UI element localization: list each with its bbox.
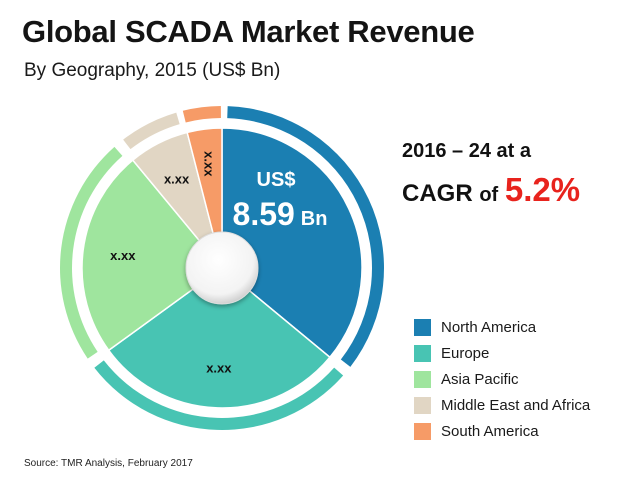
legend-swatch bbox=[414, 422, 431, 440]
donut-hole bbox=[185, 231, 259, 305]
legend-label: North America bbox=[441, 318, 537, 336]
pie-slice-asia-pacific bbox=[81, 159, 224, 352]
slice-label-south-america: x.xx bbox=[201, 151, 216, 177]
legend-label: Middle East and Africa bbox=[441, 396, 591, 414]
pie-chart: x.xx x.xx x.xx x.xx US$ 8.59 Bn bbox=[59, 106, 384, 430]
legend-item-south-america: South America bbox=[414, 418, 590, 444]
ring-segment-europe bbox=[94, 360, 344, 430]
legend-item-north-america: North America bbox=[414, 314, 590, 340]
center-currency: US$ bbox=[257, 169, 296, 191]
legend-label: Europe bbox=[441, 344, 490, 362]
legend: North America Europe Asia Pacific Middle… bbox=[414, 314, 590, 444]
ring-segment-south-america bbox=[182, 106, 221, 123]
ring-segment-middle-east-and-africa bbox=[123, 112, 180, 150]
pie-slice-north-america bbox=[221, 127, 363, 359]
legend-label: South America bbox=[441, 422, 539, 440]
ring-segment-asia-pacific bbox=[59, 146, 123, 359]
chart-subtitle: By Geography, 2015 (US$ Bn) bbox=[24, 60, 281, 81]
cagr-period: 2016 – 24 at a bbox=[402, 140, 531, 162]
source-note: Source: TMR Analysis, February 2017 bbox=[24, 458, 193, 469]
legend-swatch bbox=[414, 370, 431, 388]
cagr-callout: 2016 – 24 at a CAGR of 5.2% bbox=[402, 140, 580, 209]
legend-swatch bbox=[414, 318, 431, 336]
legend-label: Asia Pacific bbox=[441, 370, 519, 388]
cagr-of: of bbox=[479, 184, 499, 206]
center-value: 8.59 Bn bbox=[233, 196, 328, 232]
slice-label-asia-pacific: x.xx bbox=[110, 248, 136, 263]
legend-item-middle-east-africa: Middle East and Africa bbox=[414, 392, 590, 418]
slice-label-middle-east-and-africa: x.xx bbox=[164, 171, 190, 186]
legend-swatch bbox=[414, 344, 431, 362]
center-value-number: 8.59 bbox=[233, 196, 295, 232]
cagr-value: 5.2% bbox=[504, 171, 581, 208]
center-value-unit: Bn bbox=[301, 208, 328, 230]
pie-slice-europe bbox=[107, 267, 331, 409]
legend-swatch bbox=[414, 396, 431, 414]
cagr-line: CAGR of 5.2% bbox=[402, 171, 580, 209]
legend-item-asia-pacific: Asia Pacific bbox=[414, 366, 590, 392]
legend-item-europe: Europe bbox=[414, 340, 590, 366]
cagr-prefix: CAGR bbox=[402, 180, 473, 207]
slice-label-europe: x.xx bbox=[206, 360, 232, 375]
chart-title: Global SCADA Market Revenue bbox=[22, 14, 475, 49]
ring-segment-north-america bbox=[227, 106, 384, 367]
